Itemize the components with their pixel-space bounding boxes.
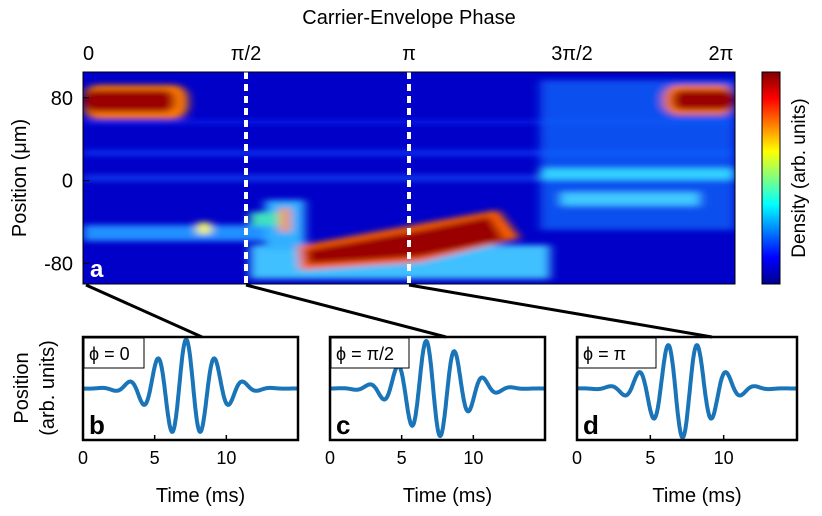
colorbar-label: Density (arb. units) bbox=[789, 98, 810, 257]
phase-tick-label: 3π/2 bbox=[551, 43, 593, 65]
connector-c bbox=[245, 283, 447, 339]
panel-c: 0 5 10 Time (ms) ϕ = π/2 c bbox=[325, 335, 547, 507]
time-tick-label: 5 bbox=[397, 448, 407, 468]
waveform-line bbox=[330, 338, 545, 439]
waveform-line bbox=[577, 343, 797, 440]
legend-text: ϕ = 0 bbox=[89, 344, 130, 364]
time-tick-label: 0 bbox=[325, 448, 335, 468]
waveform-line bbox=[83, 337, 298, 434]
legend-text: ϕ = π/2 bbox=[336, 344, 394, 364]
waveform-ylabel-line2: (arb. units) bbox=[37, 340, 59, 436]
heatmap-title: Carrier-Envelope Phase bbox=[302, 7, 515, 29]
phase-tick-labels: 0 π/2 π 3π/2 2π bbox=[83, 43, 733, 65]
panel-label: b bbox=[89, 410, 105, 440]
heatmap-image bbox=[83, 72, 735, 284]
time-axis-label: Time (ms) bbox=[403, 485, 492, 507]
waveform-series bbox=[330, 338, 545, 439]
time-tick-label: 0 bbox=[78, 448, 88, 468]
connector-d bbox=[408, 283, 713, 339]
time-tick-label: 10 bbox=[216, 448, 236, 468]
time-tick-label: 10 bbox=[714, 448, 734, 468]
legend-box bbox=[577, 337, 657, 369]
position-tick-label: -80 bbox=[44, 253, 73, 275]
waveform-series bbox=[577, 343, 797, 440]
time-tick-label: 5 bbox=[150, 448, 160, 468]
legend-text: ϕ = π bbox=[583, 344, 626, 364]
connector-b bbox=[85, 283, 203, 339]
waveform-frame bbox=[81, 335, 300, 442]
position-ticks: 80 0 -80 bbox=[44, 88, 89, 275]
panel-label: c bbox=[336, 410, 350, 440]
legend-box bbox=[330, 337, 410, 369]
phase-tick-label: 2π bbox=[709, 43, 734, 65]
colorbar bbox=[761, 71, 781, 285]
time-tick-label: 10 bbox=[463, 448, 483, 468]
phase-tick-label: π/2 bbox=[231, 43, 261, 65]
waveform-ylabel-line1: Position bbox=[11, 352, 33, 423]
panel-label: d bbox=[583, 410, 599, 440]
phase-tick-label: π bbox=[402, 43, 416, 65]
panel-label-a: a bbox=[90, 256, 104, 283]
panel-b: 0 5 10 Time (ms) ϕ = 0 b bbox=[78, 335, 300, 507]
waveform-frame bbox=[575, 335, 799, 442]
time-tick-label: 5 bbox=[645, 448, 655, 468]
heatmap-ylabel: Position (μm) bbox=[9, 119, 31, 237]
position-tick-label: 0 bbox=[62, 171, 73, 193]
heatmap-frame bbox=[82, 71, 736, 285]
position-tick-label: 80 bbox=[51, 88, 73, 110]
legend-box bbox=[83, 337, 145, 369]
waveform-frame bbox=[328, 335, 547, 442]
time-axis-label: Time (ms) bbox=[156, 485, 245, 507]
panel-d: 0 5 10 Time (ms) ϕ = π d bbox=[572, 335, 799, 507]
time-axis-label: Time (ms) bbox=[652, 485, 741, 507]
waveform-series bbox=[83, 337, 298, 434]
time-tick-label: 0 bbox=[572, 448, 582, 468]
phase-tick-label: 0 bbox=[83, 43, 94, 65]
